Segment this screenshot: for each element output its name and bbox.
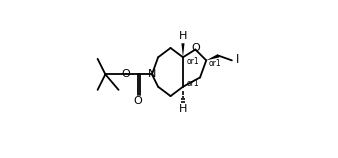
Text: I: I: [236, 53, 239, 66]
Text: O: O: [134, 96, 142, 106]
Text: or1: or1: [209, 59, 221, 68]
Text: N: N: [148, 69, 156, 79]
Polygon shape: [206, 54, 219, 60]
Text: O: O: [192, 43, 200, 53]
Text: or1: or1: [186, 79, 199, 88]
Text: H: H: [179, 104, 187, 114]
Polygon shape: [182, 43, 185, 57]
Text: O: O: [121, 69, 130, 79]
Text: H: H: [179, 31, 187, 41]
Text: or1: or1: [186, 57, 199, 66]
